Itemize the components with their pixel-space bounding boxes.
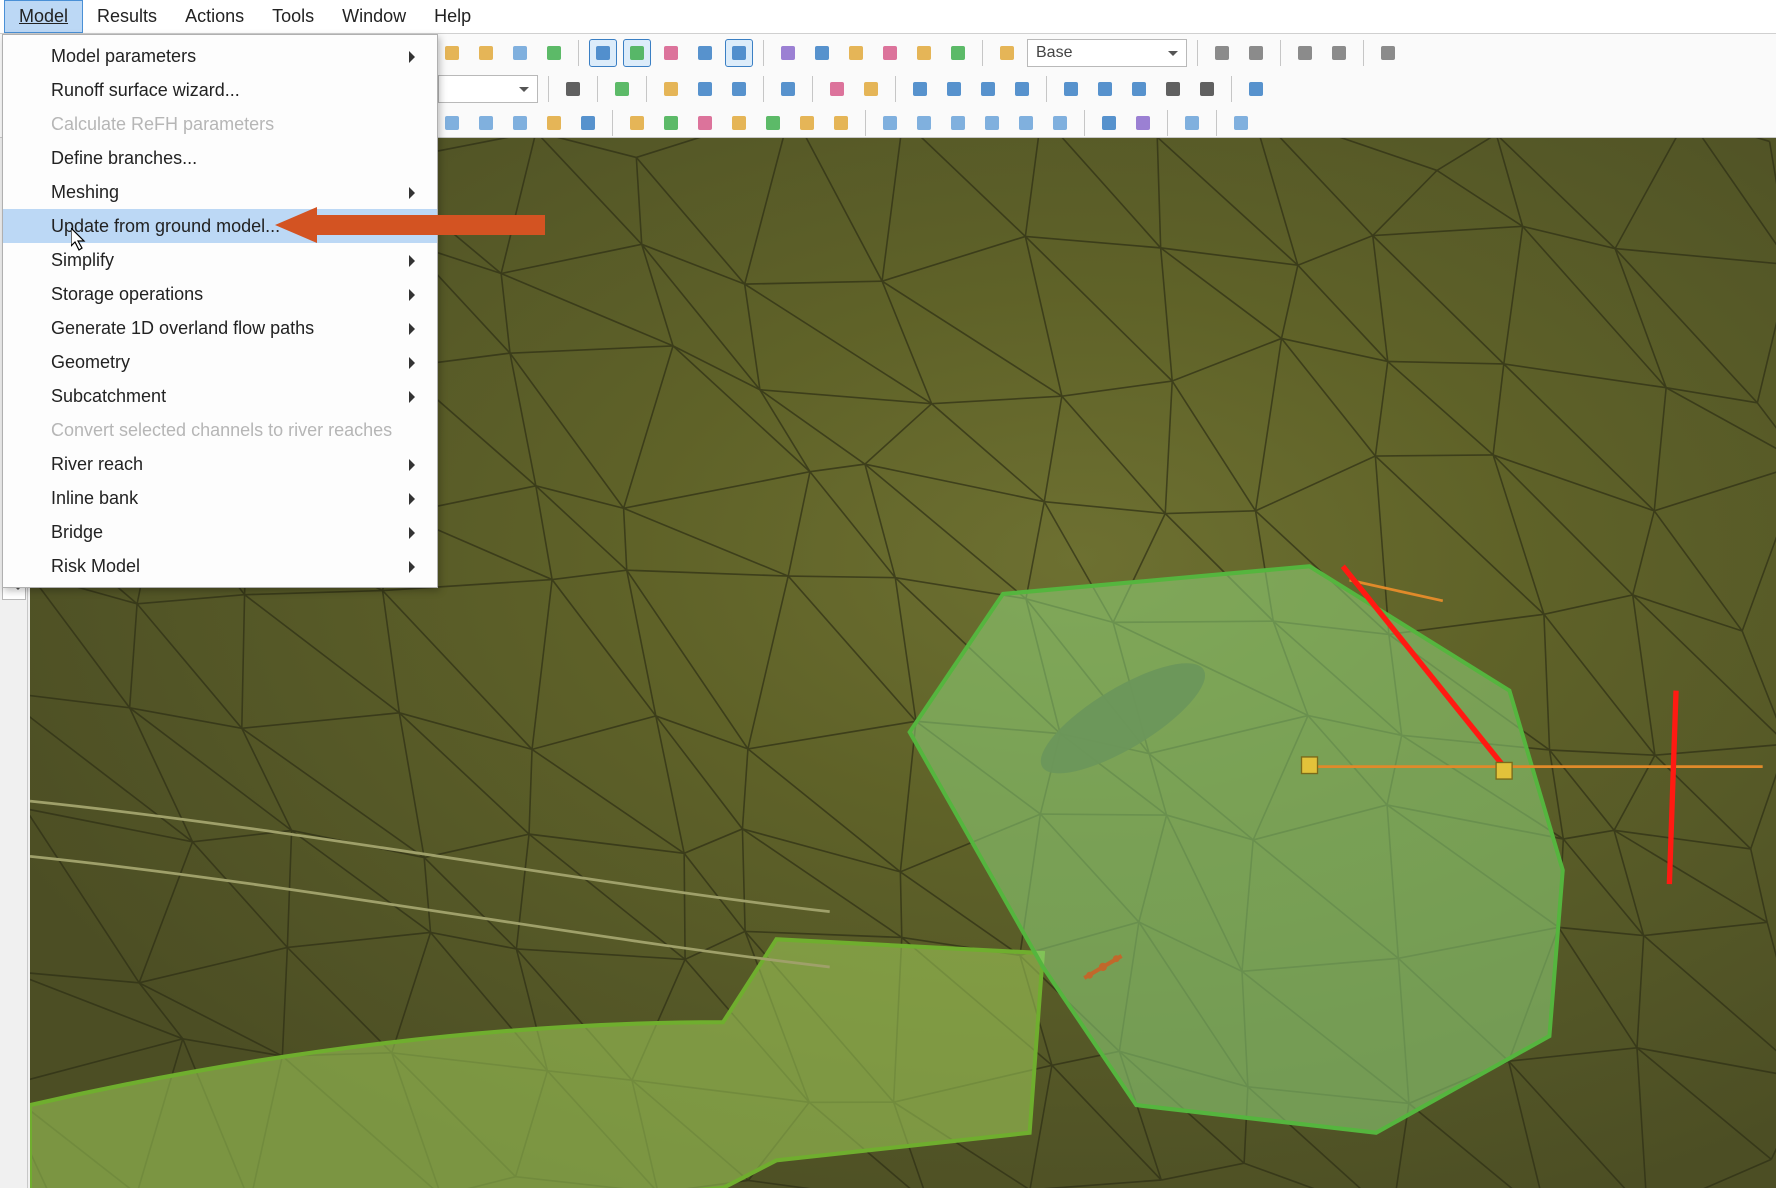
sel3-icon[interactable] bbox=[974, 75, 1002, 103]
nav-back-icon[interactable] bbox=[1208, 39, 1236, 67]
node-icon[interactable] bbox=[857, 75, 885, 103]
mi-simplify[interactable]: Simplify bbox=[3, 243, 437, 277]
plus-sel-icon[interactable] bbox=[1193, 75, 1221, 103]
tbl2-icon[interactable] bbox=[657, 109, 685, 137]
mi-model-parameters[interactable]: Model parameters bbox=[3, 39, 437, 73]
sun2-icon[interactable] bbox=[993, 39, 1021, 67]
menu-help[interactable]: Help bbox=[420, 0, 485, 33]
stack-icon[interactable] bbox=[842, 39, 870, 67]
link-icon[interactable] bbox=[608, 75, 636, 103]
tbl1-icon[interactable] bbox=[623, 109, 651, 137]
play3-icon[interactable] bbox=[1125, 75, 1153, 103]
sheet-icon[interactable] bbox=[691, 39, 719, 67]
panel2-icon[interactable] bbox=[623, 39, 651, 67]
db-icon[interactable] bbox=[506, 39, 534, 67]
folder-icon[interactable] bbox=[472, 39, 500, 67]
tbl3-icon[interactable] bbox=[691, 109, 719, 137]
scenario-combo[interactable]: Base bbox=[1027, 39, 1187, 67]
left-dock bbox=[0, 576, 28, 1188]
mi-river-reach[interactable]: River reach bbox=[3, 447, 437, 481]
hex3-icon[interactable] bbox=[506, 109, 534, 137]
mesh5-icon[interactable] bbox=[1012, 109, 1040, 137]
menu-model[interactable]: Model bbox=[4, 0, 83, 33]
zoomout-icon[interactable] bbox=[725, 75, 753, 103]
panel1-icon[interactable] bbox=[589, 39, 617, 67]
menu-bar: Model Results Actions Tools Window Help bbox=[0, 0, 1776, 34]
tbl5-icon[interactable] bbox=[759, 109, 787, 137]
grid2-icon[interactable] bbox=[944, 39, 972, 67]
globe-icon[interactable] bbox=[574, 109, 602, 137]
tbl7-icon[interactable] bbox=[827, 109, 855, 137]
sel2-icon[interactable] bbox=[940, 75, 968, 103]
hand-icon[interactable] bbox=[657, 75, 685, 103]
chart-icon[interactable] bbox=[657, 39, 685, 67]
mesh6-icon[interactable] bbox=[1046, 109, 1074, 137]
sel4-icon[interactable] bbox=[1008, 75, 1036, 103]
mi-calc-refh: Calculate ReFH parameters bbox=[3, 107, 437, 141]
palette-icon[interactable] bbox=[876, 39, 904, 67]
grid-sel-icon[interactable] bbox=[1242, 75, 1270, 103]
tbl4-icon[interactable] bbox=[725, 109, 753, 137]
globe-time-icon[interactable] bbox=[774, 75, 802, 103]
mesh3-icon[interactable] bbox=[944, 109, 972, 137]
panel-b-icon[interactable] bbox=[1325, 39, 1353, 67]
mi-subcatchment[interactable]: Subcatchment bbox=[3, 379, 437, 413]
mi-geometry[interactable]: Geometry bbox=[3, 345, 437, 379]
mesh1-icon[interactable] bbox=[876, 109, 904, 137]
tbl6-icon[interactable] bbox=[793, 109, 821, 137]
secondary-combo[interactable] bbox=[438, 75, 538, 103]
mi-convert-channels: Convert selected channels to river reach… bbox=[3, 413, 437, 447]
tile1-icon[interactable] bbox=[1178, 109, 1206, 137]
mi-storage-ops[interactable]: Storage operations bbox=[3, 277, 437, 311]
play1-icon[interactable] bbox=[1057, 75, 1085, 103]
panel-a-icon[interactable] bbox=[1291, 39, 1319, 67]
hand2-icon[interactable] bbox=[540, 109, 568, 137]
flag-icon[interactable] bbox=[540, 39, 568, 67]
menu-tools[interactable]: Tools bbox=[258, 0, 328, 33]
mi-bridge[interactable]: Bridge bbox=[3, 515, 437, 549]
table-icon[interactable] bbox=[725, 39, 753, 67]
hex1-icon[interactable] bbox=[438, 109, 466, 137]
hex2-icon[interactable] bbox=[472, 109, 500, 137]
toolbar-row-1: Base bbox=[438, 36, 1776, 70]
nav-fwd-icon[interactable] bbox=[1242, 39, 1270, 67]
layers-icon[interactable] bbox=[808, 39, 836, 67]
sun1-icon[interactable] bbox=[910, 39, 938, 67]
mi-meshing[interactable]: Meshing bbox=[3, 175, 437, 209]
mi-risk-model[interactable]: Risk Model bbox=[3, 549, 437, 583]
open-icon[interactable] bbox=[438, 39, 466, 67]
mi-update-ground-model[interactable]: Update from ground model... bbox=[3, 209, 437, 243]
layer-warn-icon[interactable] bbox=[823, 75, 851, 103]
tile2-icon[interactable] bbox=[1227, 109, 1255, 137]
warp1-icon[interactable] bbox=[1095, 109, 1123, 137]
grid-icon[interactable] bbox=[774, 39, 802, 67]
mesh4-icon[interactable] bbox=[978, 109, 1006, 137]
mi-gen-1d-paths[interactable]: Generate 1D overland flow paths bbox=[3, 311, 437, 345]
mi-define-branches[interactable]: Define branches... bbox=[3, 141, 437, 175]
cursor-icon[interactable] bbox=[559, 75, 587, 103]
warp2-icon[interactable] bbox=[1129, 109, 1157, 137]
arrow-sel-icon[interactable] bbox=[1159, 75, 1187, 103]
toolbar-row-3 bbox=[438, 106, 1776, 140]
close-x-icon[interactable] bbox=[1374, 39, 1402, 67]
mi-runoff-wizard[interactable]: Runoff surface wizard... bbox=[3, 73, 437, 107]
mesh2-icon[interactable] bbox=[910, 109, 938, 137]
play2-icon[interactable] bbox=[1091, 75, 1119, 103]
zoomin-icon[interactable] bbox=[691, 75, 719, 103]
menu-window[interactable]: Window bbox=[328, 0, 420, 33]
menu-actions[interactable]: Actions bbox=[171, 0, 258, 33]
toolbar-row-2 bbox=[438, 72, 1776, 106]
mi-inline-bank[interactable]: Inline bank bbox=[3, 481, 437, 515]
menu-results[interactable]: Results bbox=[83, 0, 171, 33]
sel1-icon[interactable] bbox=[906, 75, 934, 103]
model-menu-dropdown: Model parameters Runoff surface wizard..… bbox=[2, 34, 438, 588]
